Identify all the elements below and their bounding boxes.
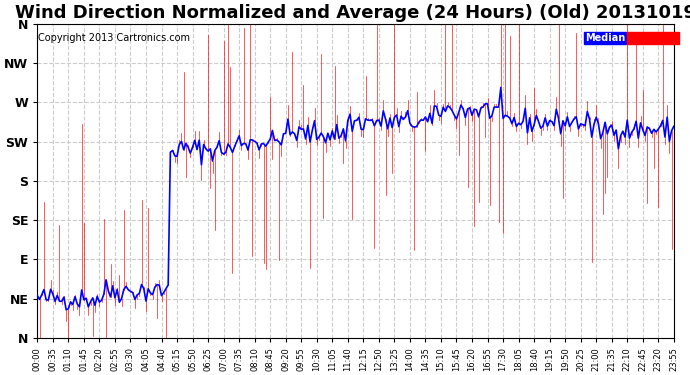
Text: Direction: Direction [628,33,678,43]
Text: Median: Median [584,33,625,43]
Text: Copyright 2013 Cartronics.com: Copyright 2013 Cartronics.com [38,33,190,43]
Title: Wind Direction Normalized and Average (24 Hours) (Old) 20131019: Wind Direction Normalized and Average (2… [15,4,690,22]
